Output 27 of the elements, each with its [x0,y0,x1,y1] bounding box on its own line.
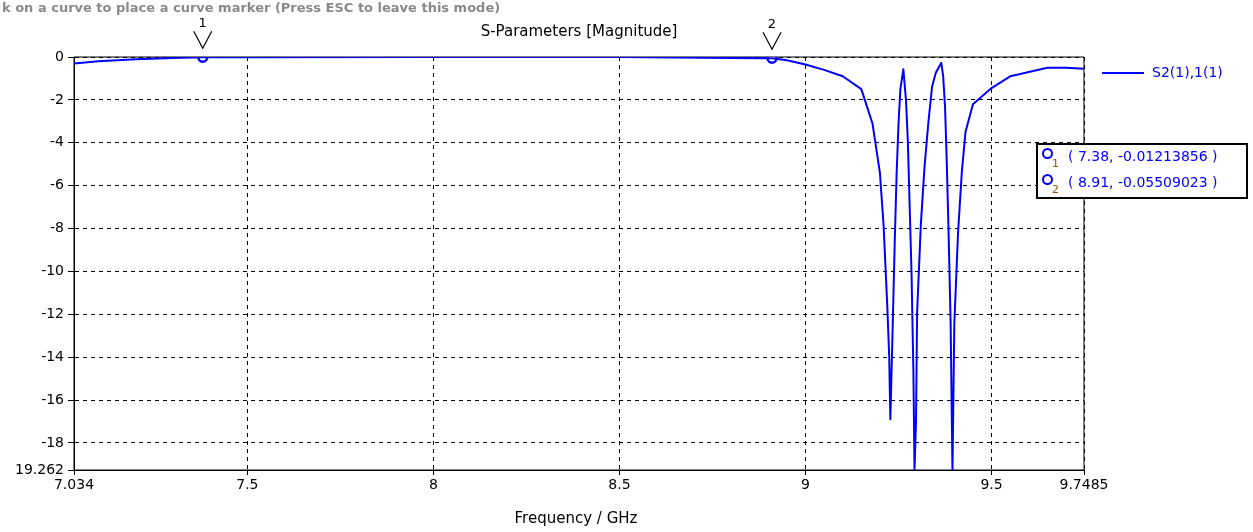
info-box: 1 ( 7.38, -0.01213856 ) 2 ( 8.91, -0.05509023 ) [1036,143,1248,199]
x-tick-label: 9.7485 [1059,476,1109,493]
y-tick-label: -18 [41,433,64,450]
y-tick-label: 0 [55,47,64,64]
y-tick-label: -12 [41,304,64,321]
x-tick-label: 9 [801,476,810,493]
annotation: ( 7.38, -0.01213856 ) [1068,148,1218,164]
x-tick-label: 7.034 [53,476,95,493]
y-tick-label: 19.262 [15,460,64,477]
legend-label: S2(1),1(1) [1152,63,1223,80]
x-tick-label: 8 [428,476,438,493]
x-tick-label: 7.5 [236,476,259,493]
y-tick-label: -16 [41,390,65,407]
y-tick-label: -6 [50,176,65,193]
y-tick-label: -14 [41,347,65,364]
y-tick-label: -2 [50,90,64,107]
annotation: 2 [767,15,777,31]
y-tick-label: -4 [50,133,65,150]
x-tick-label: 9.5 [980,476,1003,493]
x-axis-title: Frequency / GHz [514,508,638,527]
chart-title: S-Parameters [Magnitude] [480,21,678,40]
y-tick-label: -10 [41,262,64,279]
text: k on a curve to place a curve marker (Press ESC to leave this mode) [2,0,501,16]
x-tick-label: 8.5 [608,476,631,493]
annotation: ( 8.91, -0.05509023 ) [1068,174,1218,190]
y-tick-label: -8 [50,219,64,236]
annotation: 1 [198,14,207,30]
